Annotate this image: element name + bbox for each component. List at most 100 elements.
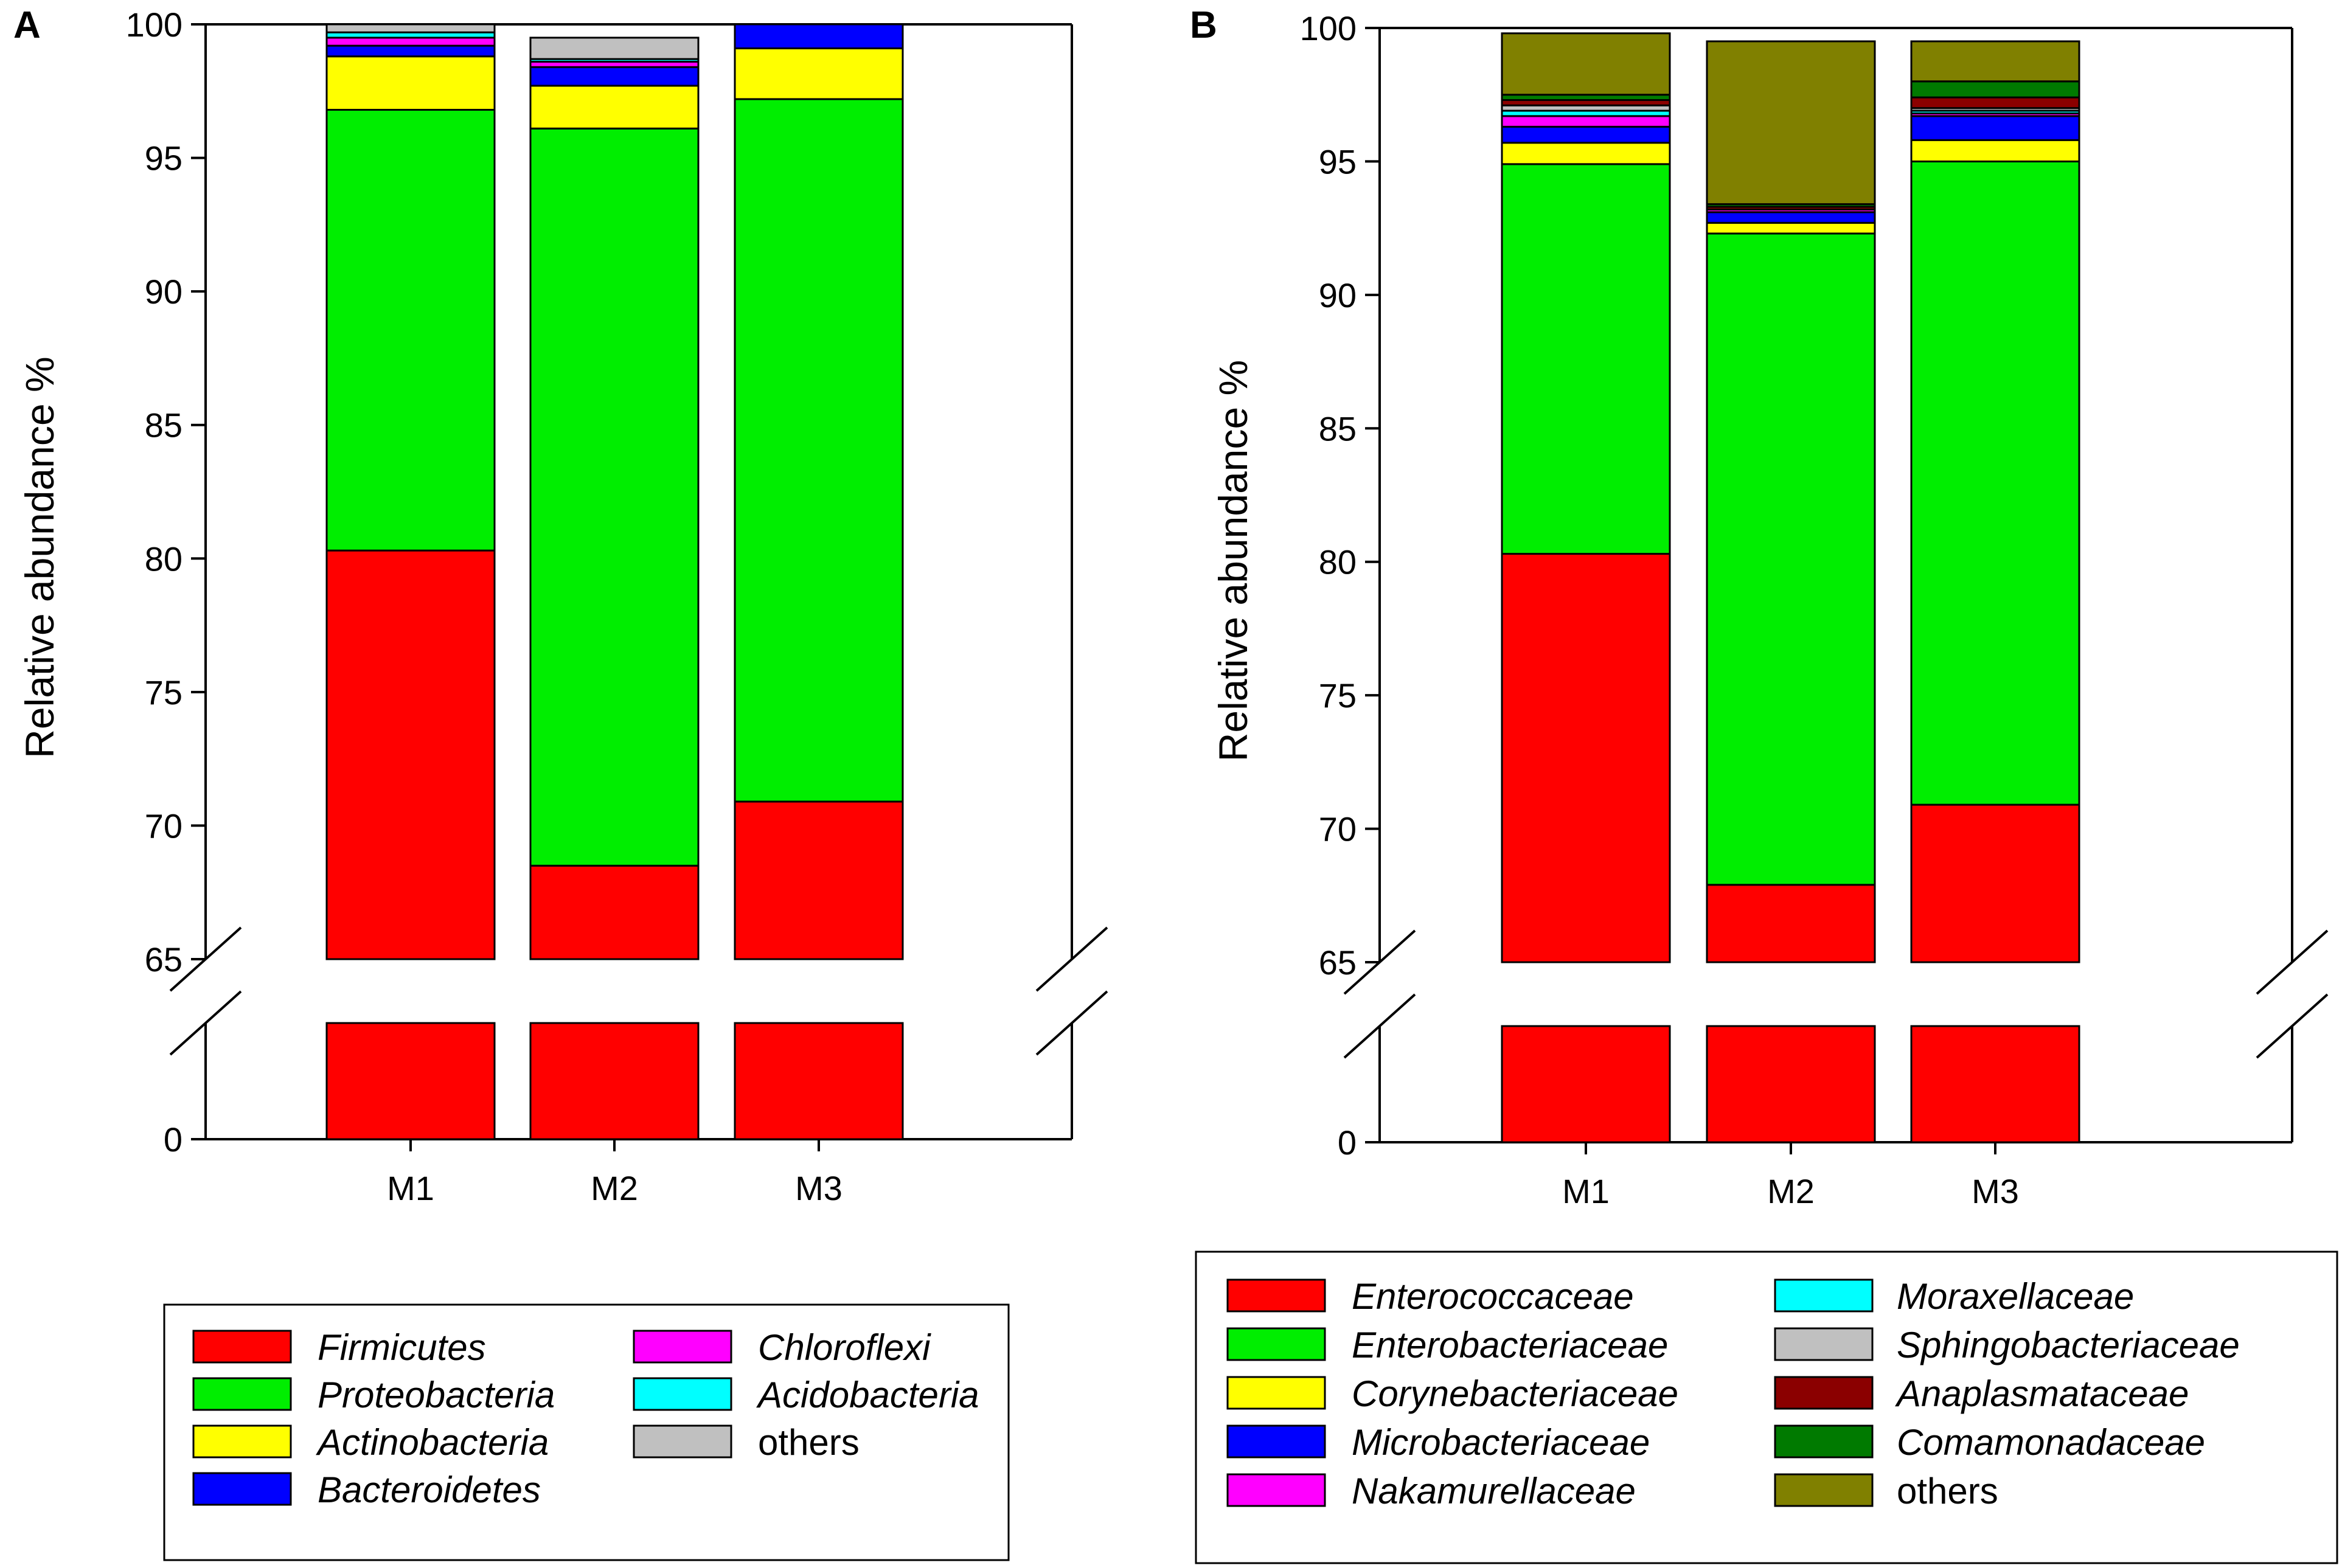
legend-box: [163, 1303, 1010, 1561]
bar-segment-others: [1910, 40, 2080, 83]
y-tick-label: 65: [145, 940, 182, 979]
bar-segment-others: [1501, 32, 1671, 96]
legend-swatch: [1226, 1473, 1326, 1507]
bar-segment-nakamurellaceae: [1501, 115, 1671, 128]
legend-label: Enterobacteriaceae: [1352, 1325, 1668, 1365]
legend-label: Proteobacteria: [318, 1375, 555, 1415]
y-tick-label: 0: [1338, 1123, 1357, 1162]
x-tick-label: M2: [1767, 1172, 1815, 1210]
y-tick-label: 75: [145, 673, 182, 712]
y-tick-label: 70: [1319, 810, 1357, 848]
legend-swatch: [192, 1330, 292, 1364]
chart-panel-b: 0 65 70 75 80 85 90 95 100 Relative abundance % B M…: [1190, 4, 2338, 1564]
legend-label: Nakamurellaceae: [1352, 1471, 1636, 1511]
bar-segment-comamonadaceae: [1910, 80, 2080, 99]
bar-stack-m2: [529, 36, 700, 1140]
bar-segment-corynebacteriaceae: [1501, 142, 1671, 165]
bar-segment-corynebacteriaceae: [1706, 221, 1876, 235]
bar-lower-segment: [1910, 1025, 2080, 1143]
bar-segment-firmicutes: [734, 800, 904, 960]
legend-label: Corynebacteriaceae: [1352, 1373, 1678, 1414]
bar-segment-others: [529, 36, 700, 60]
y-tick-label: 90: [145, 272, 182, 311]
legend-swatch: [1774, 1327, 1874, 1361]
bar-segment-microbacteriaceae: [1706, 211, 1876, 224]
legend-label: Actinobacteria: [316, 1422, 549, 1463]
axis-break-mark: [1343, 993, 1416, 1059]
bar-segment-enterobacteriaceae: [1910, 160, 2080, 806]
bar-segment-microbacteriaceae: [1501, 125, 1671, 144]
legend-label: Chloroflexi: [758, 1327, 931, 1368]
bar-segment-enterococcaceae: [1706, 884, 1876, 963]
legend-label: Bacteroidetes: [318, 1469, 541, 1510]
bar-segment-enterobacteriaceae: [1501, 163, 1671, 555]
legend-label: others: [1897, 1471, 1998, 1511]
bar-segment-others: [325, 23, 496, 33]
legend: Firmicutes Proteobacteria Actinobacteria Ba…: [163, 1303, 1010, 1561]
legend-swatch: [1774, 1424, 1874, 1459]
legend-swatch: [1226, 1376, 1326, 1410]
bar-segment-proteobacteria: [529, 127, 700, 867]
bar-segment-corynebacteriaceae: [1910, 139, 2080, 162]
legend-swatch: [192, 1424, 292, 1459]
bar-lower-segment: [734, 1022, 904, 1140]
bar-segment-anaplasmataceae: [1910, 96, 2080, 109]
axis-break-mark: [2256, 929, 2329, 995]
y-tick-label: 80: [1319, 543, 1357, 581]
bar-lower-segment: [1501, 1025, 1671, 1143]
y-tick-label: 70: [145, 807, 182, 845]
bar-segment-bacteroidetes: [734, 23, 904, 50]
legend-swatch: [633, 1377, 732, 1411]
x-tick-label: M1: [1562, 1172, 1610, 1210]
bar-stack-m3: [1910, 40, 2080, 1143]
x-tick-label: M2: [591, 1169, 638, 1207]
legend-label: Anaplasmataceae: [1895, 1373, 2189, 1414]
bar-segment-others: [1706, 40, 1876, 206]
bar-segment-actinobacteria: [529, 85, 700, 130]
y-axis-title: Relative abundance %: [17, 356, 62, 758]
legend-swatch: [633, 1424, 732, 1459]
legend-swatch: [1226, 1424, 1326, 1459]
y-axis-title: Relative abundance %: [1211, 360, 1256, 761]
bar-segment-chloroflexi: [325, 36, 496, 47]
y-tick-label: 0: [164, 1120, 182, 1159]
legend-swatch: [1774, 1278, 1874, 1313]
legend: Enterococcaceae Enterobacteriaceae Coryneb…: [1195, 1251, 2338, 1564]
panel-label: A: [13, 4, 41, 46]
y-tick-label: 100: [1300, 9, 1357, 47]
bar-lower-segment: [1706, 1025, 1876, 1143]
legend-label: Acidobacteria: [756, 1375, 979, 1415]
bar-lower-segment: [529, 1022, 700, 1140]
y-tick-label: 65: [1319, 943, 1357, 982]
x-tick-label: M1: [387, 1169, 434, 1207]
bar-stack-m3: [734, 23, 904, 1140]
legend-swatch: [1774, 1473, 1874, 1507]
bar-segment-proteobacteria: [325, 109, 496, 552]
axis-break-mark: [1035, 990, 1108, 1056]
legend-label: others: [758, 1422, 860, 1463]
y-tick-label: 75: [1319, 676, 1357, 715]
legend-swatch: [192, 1377, 292, 1411]
y-tick-label: 85: [145, 406, 182, 445]
bar-segment-bacteroidetes: [529, 66, 700, 87]
bar-segment-proteobacteria: [734, 98, 904, 803]
bar-segment-actinobacteria: [325, 55, 496, 111]
axis-break-mark: [169, 990, 242, 1056]
axis-break-mark: [1035, 926, 1108, 992]
panel-label: B: [1190, 4, 1217, 46]
legend-label: Microbacteriaceae: [1352, 1422, 1650, 1463]
legend-label: Firmicutes: [318, 1327, 486, 1368]
legend-swatch: [1226, 1327, 1326, 1361]
legend-label: Enterococcaceae: [1352, 1276, 1634, 1317]
bar-lower-segment: [325, 1022, 496, 1140]
bar-segment-enterococcaceae: [1910, 803, 2080, 963]
legend-label: Comamonadaceae: [1897, 1422, 2205, 1463]
legend-box: [1195, 1251, 2338, 1564]
bar-segment-enterobacteriaceae: [1706, 232, 1876, 886]
legend-label: Sphingobacteriaceae: [1897, 1325, 2240, 1365]
legend-swatch: [633, 1330, 732, 1364]
bar-segment-microbacteriaceae: [1910, 115, 2080, 141]
y-tick-label: 80: [145, 539, 182, 578]
